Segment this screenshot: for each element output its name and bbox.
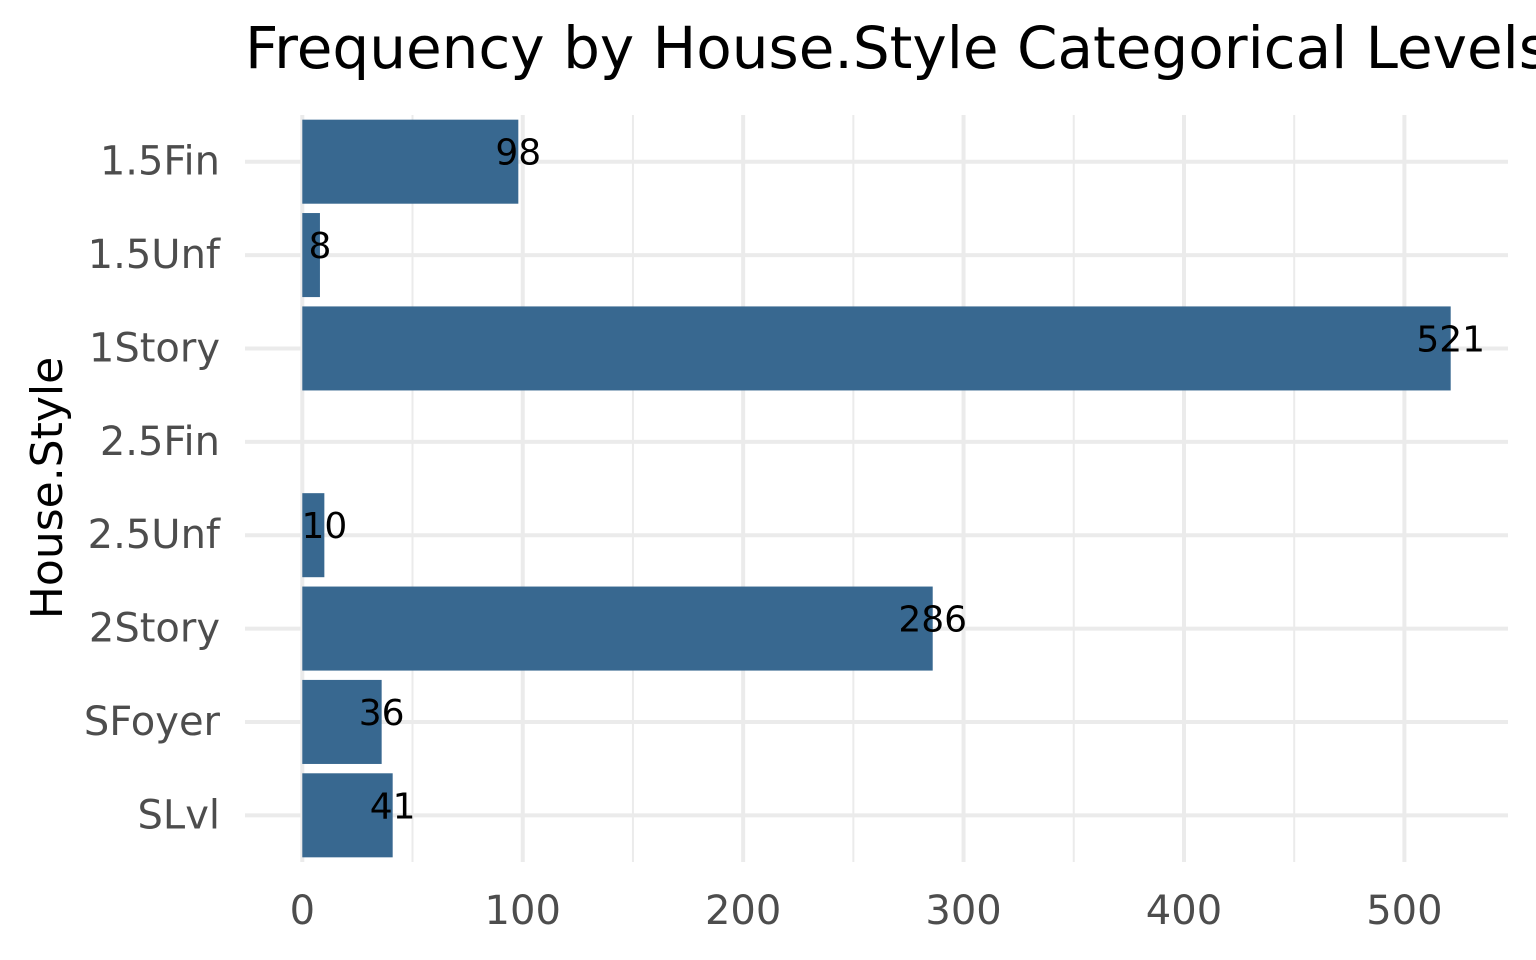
y-tick-label: 2.5Unf (88, 512, 221, 558)
y-tick-label: 2.5Fin (100, 419, 220, 465)
data-label: 98 (495, 133, 541, 174)
bar (302, 679, 382, 764)
bar (302, 586, 933, 671)
x-tick-label: 400 (1146, 888, 1222, 934)
y-tick-label: 1Story (89, 325, 220, 371)
y-tick-label: SFoyer (84, 699, 221, 745)
y-axis-title: House.Style (22, 357, 73, 619)
x-tick-label: 100 (485, 888, 561, 934)
y-tick-label: 1.5Fin (100, 139, 220, 185)
x-tick-label: 300 (925, 888, 1001, 934)
data-label: 10 (301, 506, 347, 547)
data-label: 41 (370, 786, 416, 827)
chart-title: Frequency by House.Style Categorical Lev… (245, 14, 1536, 82)
data-label: 8 (308, 226, 331, 267)
bar (302, 213, 320, 298)
data-label: 36 (359, 693, 405, 734)
x-tick-label: 200 (705, 888, 781, 934)
bar (302, 306, 1451, 391)
y-tick-label: SLvl (138, 792, 220, 838)
bar (302, 773, 393, 858)
y-tick-label: 2Story (89, 606, 220, 652)
bar (302, 119, 519, 204)
y-tick-label: 1.5Unf (88, 232, 221, 278)
data-label: 521 (1416, 319, 1485, 360)
x-tick-label: 0 (290, 888, 315, 934)
bar (302, 493, 325, 578)
data-label: 286 (898, 600, 967, 641)
x-tick-label: 500 (1366, 888, 1442, 934)
